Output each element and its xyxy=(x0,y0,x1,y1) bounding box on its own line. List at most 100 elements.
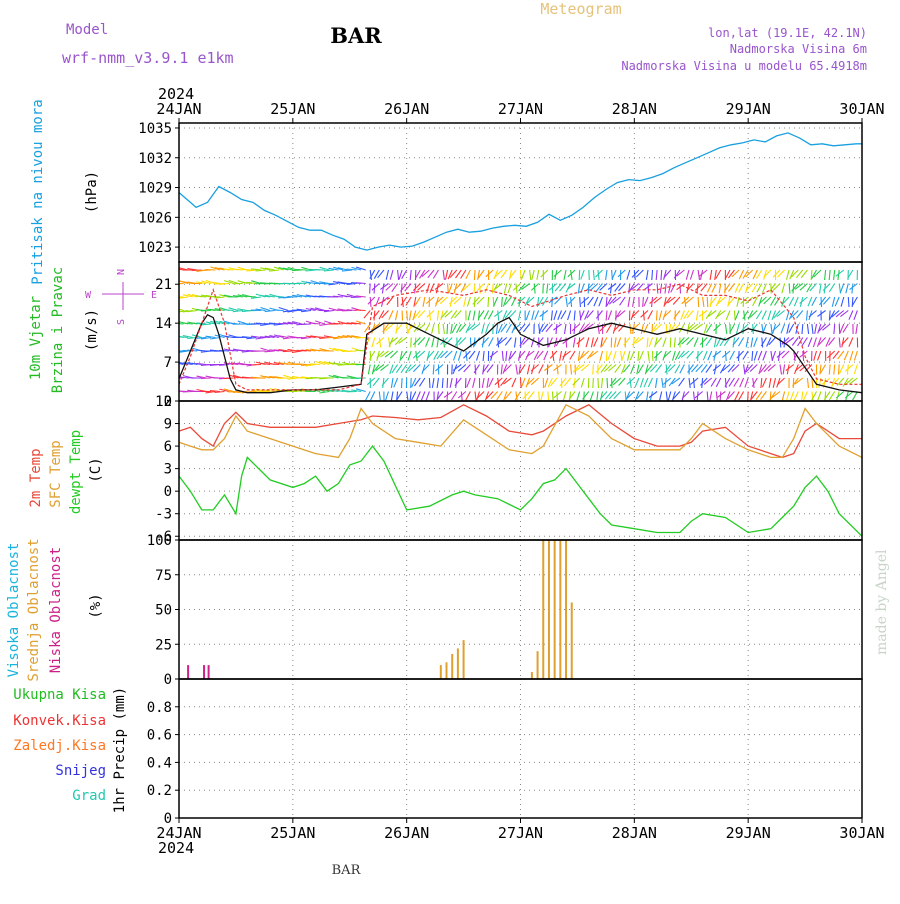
wind-barb xyxy=(807,311,808,321)
wind-barb xyxy=(657,284,658,294)
wind-barb xyxy=(451,311,457,319)
frames-layer xyxy=(175,118,862,823)
wind-barb xyxy=(630,324,631,334)
wind-barb xyxy=(794,297,798,306)
wind-barb xyxy=(840,284,844,293)
wind-barb xyxy=(482,378,484,388)
wind-barb xyxy=(398,270,399,280)
wind-barb xyxy=(564,270,566,280)
wind-barb xyxy=(690,270,693,280)
wind-barb xyxy=(645,365,648,375)
x-tick-label-top: 30JAN xyxy=(839,100,884,118)
wind-barb xyxy=(593,270,594,280)
wind-barb xyxy=(548,392,549,402)
y-tick-label: 6 xyxy=(164,439,172,455)
wind-barb xyxy=(707,284,711,293)
wind-barb xyxy=(206,336,216,337)
model-label: Model xyxy=(66,22,108,38)
temp-2m-label: 2m Temp xyxy=(28,448,44,507)
wind-barb xyxy=(485,284,489,293)
wind-barb xyxy=(825,392,826,402)
wind-barb xyxy=(557,365,558,375)
wind-barb xyxy=(725,324,726,334)
wind-barb xyxy=(661,270,662,280)
wind-barb xyxy=(265,351,275,352)
wind-barb xyxy=(581,378,584,388)
wind-barb xyxy=(537,270,539,280)
wind-barb xyxy=(622,365,626,374)
wind-barb xyxy=(768,365,776,372)
wind-barb xyxy=(577,392,580,402)
wind-barb xyxy=(773,378,775,388)
wind-barb xyxy=(566,297,567,307)
wind-barb xyxy=(251,336,261,337)
wind-barb xyxy=(606,311,607,321)
wind-barb xyxy=(454,351,457,361)
wind-barb xyxy=(696,311,698,321)
wind-barb xyxy=(600,284,607,291)
pressure-axis-label: Pritisak na nivou mora xyxy=(30,99,46,284)
wind-barb xyxy=(844,351,848,360)
wind-barb xyxy=(541,270,548,277)
wind-barb xyxy=(809,311,817,318)
wind-barb xyxy=(454,284,461,291)
wind-barb xyxy=(437,378,438,388)
wind-barb xyxy=(672,392,675,402)
wind-barb xyxy=(442,378,443,388)
wind-barb xyxy=(656,270,657,280)
wind-barb xyxy=(521,378,525,387)
wind-barb xyxy=(496,324,497,334)
wind-barb xyxy=(690,324,698,330)
wind-barb xyxy=(581,270,584,279)
wind-barb xyxy=(466,392,471,401)
wind-barb xyxy=(678,338,685,346)
wind-barb xyxy=(627,270,630,280)
wind-barb xyxy=(763,284,767,293)
x-tick-label-bottom: 29JAN xyxy=(726,824,771,842)
y-tick-label: 1035 xyxy=(138,121,172,137)
wind-barb xyxy=(497,392,503,400)
wind-barb xyxy=(846,284,849,294)
wind-barb xyxy=(848,297,849,307)
wind-barb xyxy=(210,282,220,283)
wind-barb xyxy=(854,311,858,320)
wind-barb xyxy=(489,338,494,347)
wind-barb xyxy=(801,392,802,402)
wind-barb xyxy=(482,324,484,334)
wind-barb xyxy=(324,270,334,271)
wind-barb xyxy=(169,269,179,270)
wind-barb xyxy=(752,351,753,361)
wind-barb xyxy=(737,297,739,307)
temp-unit-label: (C) xyxy=(88,457,104,482)
wind-barb xyxy=(368,365,370,375)
wind-barb xyxy=(237,350,247,351)
coords-label: lon,lat (19.1E, 42.1N) xyxy=(708,26,867,40)
wind-barb xyxy=(694,378,695,388)
wind-barb xyxy=(655,338,657,348)
wind-barb xyxy=(301,311,311,312)
wind-barb xyxy=(808,338,812,347)
y-tick-label: 50 xyxy=(155,603,172,619)
wind-barb xyxy=(708,351,712,360)
wind-barb xyxy=(608,311,612,320)
wind-barb xyxy=(477,351,480,361)
wind-barb xyxy=(319,392,329,394)
wind-barb xyxy=(256,270,266,271)
wind-barb xyxy=(649,338,652,347)
compass-s: S xyxy=(116,319,127,325)
wind-barb xyxy=(461,270,466,279)
wind-barb xyxy=(501,270,507,278)
x-tick-label-top: 25JAN xyxy=(270,100,315,118)
wind-barb xyxy=(210,338,220,340)
wind-barb xyxy=(643,311,644,321)
wind-barb xyxy=(347,351,357,352)
wind-barb xyxy=(478,270,480,280)
wind-barb xyxy=(598,378,599,388)
y-tick-label: 12 xyxy=(155,394,172,410)
wind-barb xyxy=(710,297,711,307)
wind-barb xyxy=(432,324,434,334)
wind-barb xyxy=(807,284,812,293)
wind-barb xyxy=(710,270,712,280)
wind-barb xyxy=(563,392,566,402)
wind-barb xyxy=(671,284,676,293)
